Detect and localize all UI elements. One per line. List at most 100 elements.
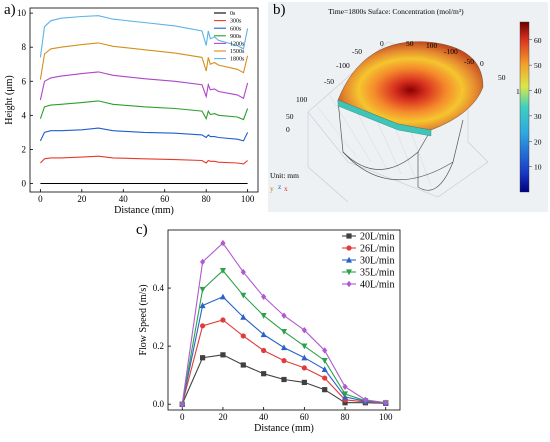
data-point bbox=[219, 293, 226, 300]
x-tick-label: 60 bbox=[160, 194, 170, 204]
colorbar-tick-label: 20 bbox=[534, 137, 542, 146]
series-line-1200s bbox=[39, 71, 249, 101]
y-tick-label: 10 bbox=[17, 8, 27, 18]
data-point bbox=[220, 317, 226, 323]
y-tick-label: 6 bbox=[22, 76, 27, 86]
axis-tick-label: -50 bbox=[324, 77, 334, 86]
panel-b-label: b) bbox=[273, 2, 286, 18]
legend-label: 30L/min bbox=[360, 256, 394, 267]
panel-c-label: c) bbox=[136, 222, 148, 238]
y-axis-label: Flow Speed (m/s) bbox=[138, 284, 149, 355]
data-point bbox=[240, 313, 247, 320]
axis-tick-label: 0 bbox=[286, 125, 290, 134]
y-tick-label: 8 bbox=[22, 42, 27, 52]
data-point bbox=[342, 391, 349, 398]
grid-line bbox=[437, 161, 489, 198]
x-tick-label: 80 bbox=[202, 194, 212, 204]
axis-tick-label: -100 bbox=[336, 61, 350, 70]
data-point bbox=[281, 344, 287, 351]
data-point bbox=[261, 371, 267, 377]
axis-tick-label: 100 bbox=[296, 95, 308, 104]
data-point bbox=[383, 399, 389, 406]
legend-label: 1500s bbox=[230, 49, 245, 55]
x-tick-label: 60 bbox=[300, 412, 310, 422]
grid-line bbox=[315, 104, 357, 157]
colorbar bbox=[519, 21, 530, 193]
panel-a-label: a) bbox=[4, 2, 16, 18]
grid-line bbox=[328, 93, 372, 163]
data-point bbox=[179, 400, 185, 408]
grid-line bbox=[307, 166, 349, 203]
unit-label: Unit: mm bbox=[270, 171, 299, 180]
height-profile-chart: 0 20 40 60 80 100 0 2 4 6 8 10 Distance (mm) Height (… bbox=[4, 7, 259, 216]
legend-label: 0s bbox=[230, 11, 236, 17]
data-point bbox=[240, 333, 246, 339]
data-point bbox=[362, 396, 369, 404]
surface-edge bbox=[337, 99, 432, 137]
grid-line bbox=[467, 141, 489, 163]
data-point bbox=[281, 358, 287, 364]
data-point bbox=[321, 358, 328, 364]
x-tick-label: 40 bbox=[119, 194, 129, 204]
concentration-3d-plot: Time=1800s Suface: Concentration (mol/m³… bbox=[270, 7, 542, 203]
series-line-900s bbox=[39, 100, 249, 121]
x-tick-label: 100 bbox=[241, 194, 255, 204]
data-point bbox=[281, 376, 287, 383]
axis-tick-label: 50 bbox=[498, 73, 506, 82]
legend-marker bbox=[346, 269, 352, 276]
x-tick-label: 80 bbox=[341, 412, 351, 422]
legend-marker bbox=[346, 245, 352, 251]
data-point bbox=[240, 362, 246, 368]
data-point bbox=[199, 302, 206, 309]
data-point bbox=[281, 329, 287, 335]
bowl-outline bbox=[342, 119, 464, 181]
colorbar-tick-label: 10 bbox=[534, 163, 542, 172]
axis-tick-label: 50 bbox=[406, 39, 414, 48]
concentration-3d-panel: Time=1800s Suface: Concentration (mol/m³… bbox=[268, 2, 548, 212]
data-point bbox=[260, 331, 267, 338]
y-tick-label: 0.2 bbox=[153, 341, 164, 351]
plot-frame bbox=[167, 229, 401, 411]
y-tick-label: 0 bbox=[22, 178, 27, 188]
axis-tick-label: -50 bbox=[464, 57, 474, 66]
data-point bbox=[199, 323, 206, 329]
x-tick-label: 100 bbox=[379, 412, 393, 422]
x-tick-label: 20 bbox=[77, 194, 87, 204]
data-point bbox=[199, 355, 206, 361]
legend-marker bbox=[346, 256, 352, 263]
data-point bbox=[240, 292, 247, 299]
bowl-outline bbox=[417, 152, 454, 191]
legend-label: 900s bbox=[230, 34, 242, 40]
axis-tick-label: 0 bbox=[380, 39, 384, 48]
axis-tick-label: 50 bbox=[286, 112, 294, 121]
data-point bbox=[301, 379, 307, 386]
data-point bbox=[301, 326, 307, 334]
series-line-600s bbox=[39, 127, 249, 142]
data-point bbox=[199, 286, 206, 293]
x-tick-label: 40 bbox=[259, 412, 269, 422]
data-point bbox=[240, 268, 246, 276]
grid-line bbox=[307, 111, 349, 163]
legend-label: 600s bbox=[230, 26, 242, 32]
legend-label: 1200s bbox=[230, 42, 245, 48]
data-point bbox=[322, 387, 328, 393]
colorbar-tick-label: 40 bbox=[534, 87, 542, 96]
legend-label: 26L/min bbox=[360, 244, 394, 255]
triad-x: x bbox=[284, 184, 288, 193]
data-point bbox=[260, 313, 267, 319]
y-tick-label: 0.0 bbox=[153, 399, 165, 409]
series-line-1500s bbox=[39, 42, 249, 80]
data-point bbox=[199, 258, 206, 266]
legend-label: 35L/min bbox=[360, 268, 394, 279]
axis-tick-label: -50 bbox=[352, 47, 362, 56]
y-axis-label: Height (μm) bbox=[4, 75, 15, 125]
data-point bbox=[321, 366, 328, 372]
data-point bbox=[342, 400, 348, 406]
triad-y: y bbox=[270, 184, 274, 193]
data-point bbox=[261, 347, 267, 354]
plot-title: Time=1800s Suface: Concentration (mol/m³… bbox=[328, 7, 464, 16]
y-tick-label: 2 bbox=[22, 144, 27, 154]
legend-marker bbox=[346, 280, 352, 288]
data-point bbox=[220, 352, 226, 358]
axis-tick-label: -100 bbox=[444, 47, 458, 56]
